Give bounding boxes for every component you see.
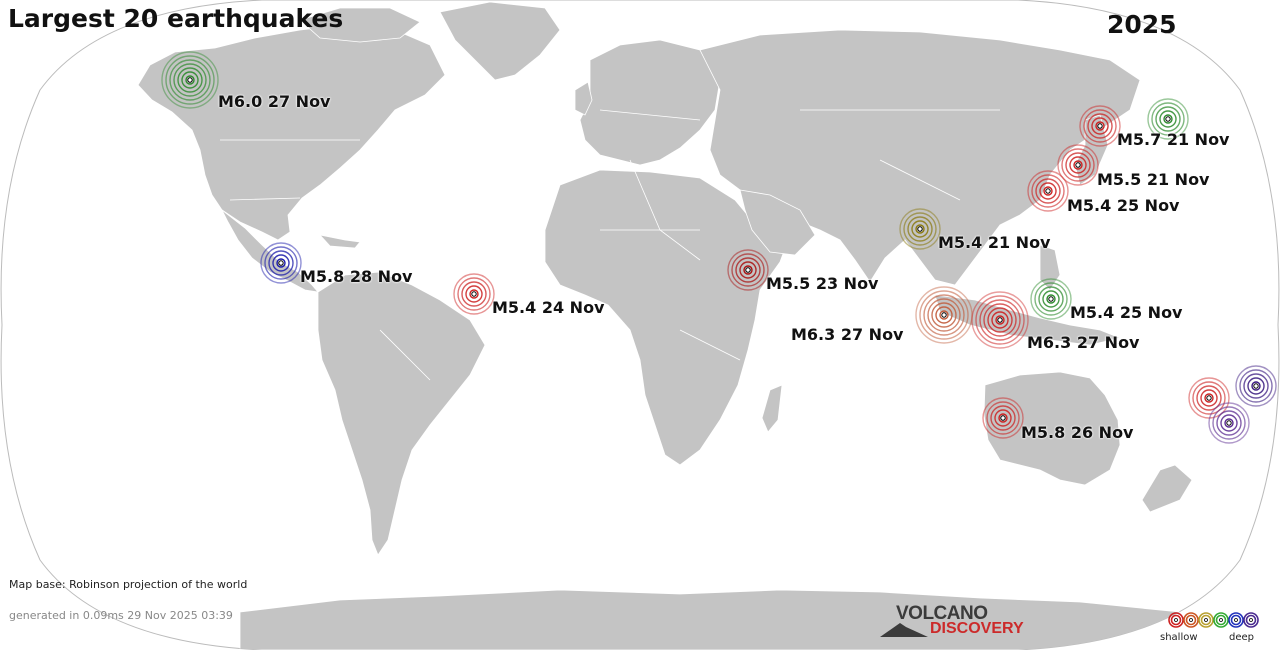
legend-shallow-label: shallow	[1160, 632, 1198, 643]
quake-label: M5.8 28 Nov	[300, 267, 412, 286]
map-year: 2025	[1107, 10, 1177, 39]
quake-label: M5.8 26 Nov	[1021, 423, 1133, 442]
quake-marker[interactable]	[162, 52, 218, 108]
quake-label: M5.5 23 Nov	[766, 274, 878, 293]
map-title: Largest 20 earthquakes	[8, 4, 343, 33]
legend-deep-label: deep	[1229, 632, 1254, 643]
quake-label: M5.4 24 Nov	[492, 298, 604, 317]
quake-label: M6.3 27 Nov	[791, 325, 903, 344]
volcano-discovery-logo[interactable]: VOLCANO DISCOVERY	[880, 603, 1040, 643]
quake-label: M5.4 25 Nov	[1070, 303, 1182, 322]
depth-legend-rings	[1160, 609, 1280, 631]
quake-label: M5.7 21 Nov	[1117, 130, 1229, 149]
generated-note: generated in 0.09ms 29 Nov 2025 03:39	[9, 609, 233, 622]
quake-label: M6.3 27 Nov	[1027, 333, 1139, 352]
quake-label: M5.5 21 Nov	[1097, 170, 1209, 189]
quake-label: M5.4 25 Nov	[1067, 196, 1179, 215]
quake-label: M5.4 21 Nov	[938, 233, 1050, 252]
logo-discovery-text: DISCOVERY	[930, 620, 1024, 638]
quake-marker[interactable]	[972, 292, 1028, 348]
map-base-note: Map base: Robinson projection of the wor…	[9, 578, 247, 591]
quake-marker[interactable]	[916, 287, 972, 343]
quake-label: M6.0 27 Nov	[218, 92, 330, 111]
depth-legend: shallow deep	[1160, 609, 1280, 649]
